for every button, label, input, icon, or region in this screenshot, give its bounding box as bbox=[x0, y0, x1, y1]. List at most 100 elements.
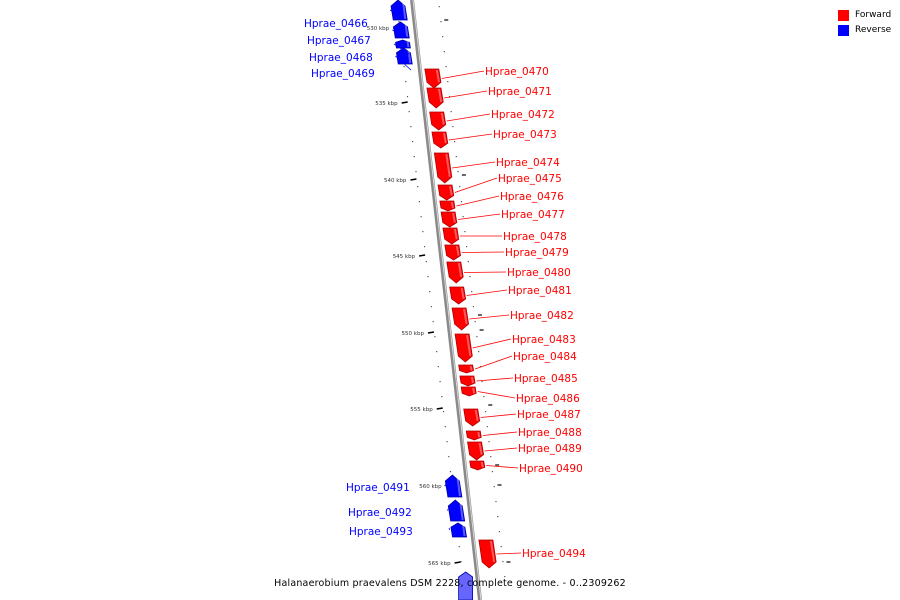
gene-label-Hprae_0477[interactable]: Hprae_0477 bbox=[501, 209, 565, 221]
scale-tick-mark bbox=[419, 254, 426, 257]
minor-tick bbox=[459, 186, 461, 188]
gene-label-Hprae_0488[interactable]: Hprae_0488 bbox=[518, 427, 582, 439]
gene-label-Hprae_0493[interactable]: Hprae_0493 bbox=[349, 526, 413, 538]
minor-tick bbox=[418, 201, 421, 203]
minor-tick bbox=[498, 531, 501, 533]
gene-highlight bbox=[402, 0, 407, 20]
gene-Hprae_0488[interactable] bbox=[465, 430, 482, 441]
gene-Hprae_0493[interactable] bbox=[450, 522, 468, 538]
minor-tick bbox=[467, 261, 469, 263]
minor-tick bbox=[410, 126, 412, 128]
gene-label-Hprae_0482[interactable]: Hprae_0482 bbox=[510, 310, 574, 322]
gene-Hprae_0492[interactable] bbox=[447, 499, 466, 522]
gene-Hprae_0490[interactable] bbox=[469, 460, 486, 471]
scale-tick-mark bbox=[401, 101, 408, 104]
gene-label-Hprae_0491[interactable]: Hprae_0491 bbox=[346, 482, 410, 494]
gene-highlight bbox=[461, 523, 466, 537]
minor-tick bbox=[448, 96, 451, 98]
gene-Hprae_0486[interactable] bbox=[460, 386, 477, 397]
gene-Hprae_0481[interactable] bbox=[449, 286, 467, 305]
label-leader-line bbox=[448, 527, 451, 531]
minor-tick bbox=[411, 141, 414, 143]
minor-tick bbox=[448, 456, 450, 458]
gene-Hprae_0471[interactable] bbox=[426, 87, 444, 109]
minor-tick bbox=[415, 171, 417, 173]
gene-label-Hprae_0471[interactable]: Hprae_0471 bbox=[488, 86, 552, 98]
gene-partial-bottom[interactable] bbox=[458, 571, 474, 600]
gene-label-Hprae_0494[interactable]: Hprae_0494 bbox=[522, 548, 586, 560]
gene-Hprae_0484[interactable] bbox=[458, 364, 475, 374]
minor-tick bbox=[430, 306, 433, 308]
gene-Hprae_0472[interactable] bbox=[429, 111, 447, 131]
minor-tick bbox=[427, 276, 429, 278]
gene-label-Hprae_0470[interactable]: Hprae_0470 bbox=[485, 66, 549, 78]
genome-backbone bbox=[410, 0, 482, 600]
gene-Hprae_0466[interactable] bbox=[390, 0, 408, 21]
gene-Hprae_0491[interactable] bbox=[444, 474, 463, 498]
label-leader-line bbox=[484, 447, 518, 452]
minor-tick bbox=[403, 66, 405, 68]
gene-label-Hprae_0479[interactable]: Hprae_0479 bbox=[505, 247, 569, 259]
minor-tick bbox=[413, 156, 415, 158]
minor-tick bbox=[398, 21, 400, 23]
gene-Hprae_0485[interactable] bbox=[459, 375, 476, 387]
label-leader-line bbox=[452, 161, 496, 169]
gene-label-Hprae_0474[interactable]: Hprae_0474 bbox=[496, 157, 560, 169]
gene-highlight bbox=[456, 475, 461, 497]
gene-highlight bbox=[452, 212, 456, 223]
gene-Hprae_0473[interactable] bbox=[431, 131, 449, 149]
minor-tick bbox=[493, 486, 495, 488]
gene-highlight bbox=[457, 262, 463, 278]
gene-label-Hprae_0489[interactable]: Hprae_0489 bbox=[518, 443, 582, 455]
gene-label-Hprae_0490[interactable]: Hprae_0490 bbox=[519, 463, 583, 475]
legend-forward-label: Forward bbox=[855, 10, 892, 20]
label-leader-line bbox=[464, 271, 507, 273]
gene-label-Hprae_0480[interactable]: Hprae_0480 bbox=[507, 267, 571, 279]
gene-label-Hprae_0478[interactable]: Hprae_0478 bbox=[503, 231, 567, 243]
gene-label-Hprae_0475[interactable]: Hprae_0475 bbox=[498, 173, 562, 185]
gene-Hprae_0487[interactable] bbox=[463, 408, 481, 427]
gene-Hprae_0467[interactable] bbox=[393, 21, 410, 39]
gene-label-Hprae_0467[interactable]: Hprae_0467 bbox=[307, 35, 371, 47]
gene-highlight bbox=[478, 442, 483, 455]
minor-tick bbox=[471, 291, 473, 293]
gene-label-Hprae_0483[interactable]: Hprae_0483 bbox=[512, 334, 576, 346]
gene-label-Hprae_0468[interactable]: Hprae_0468 bbox=[309, 52, 373, 64]
gene-label-Hprae_0485[interactable]: Hprae_0485 bbox=[514, 373, 578, 385]
gene-Hprae_0480[interactable] bbox=[446, 261, 464, 284]
gene-Hprae_0483[interactable] bbox=[454, 333, 473, 363]
gene-label-Hprae_0469[interactable]: Hprae_0469 bbox=[311, 68, 375, 80]
gene-Hprae_0474[interactable] bbox=[433, 152, 453, 184]
minor-tick bbox=[440, 21, 442, 23]
gene-label-Hprae_0492[interactable]: Hprae_0492 bbox=[348, 507, 412, 519]
minor-tick bbox=[457, 171, 459, 173]
gene-Hprae_0476[interactable] bbox=[439, 200, 456, 212]
gene-label-Hprae_0476[interactable]: Hprae_0476 bbox=[500, 191, 564, 203]
gene-Hprae_0470[interactable] bbox=[424, 68, 442, 89]
gene-label-Hprae_0487[interactable]: Hprae_0487 bbox=[517, 409, 581, 421]
gene-label-Hprae_0466[interactable]: Hprae_0466 bbox=[304, 18, 368, 30]
gene-highlight bbox=[435, 69, 440, 83]
gene-label-Hprae_0472[interactable]: Hprae_0472 bbox=[491, 109, 555, 121]
scale-tick-mark bbox=[436, 407, 443, 410]
minor-tick bbox=[453, 141, 456, 143]
minor-tick bbox=[481, 381, 483, 383]
scale-tick-mark bbox=[427, 331, 435, 334]
minor-tick bbox=[420, 216, 422, 218]
gene-Hprae_0478[interactable] bbox=[442, 227, 460, 245]
gene-Hprae_0482[interactable] bbox=[451, 307, 470, 331]
label-leader-line bbox=[486, 465, 519, 469]
gene-Hprae_0475[interactable] bbox=[437, 184, 455, 201]
gene-highlight bbox=[455, 245, 460, 256]
gene-Hprae_0494[interactable] bbox=[478, 539, 497, 569]
gene-Hprae_0479[interactable] bbox=[444, 244, 462, 261]
gene-label-Hprae_0484[interactable]: Hprae_0484 bbox=[513, 351, 577, 363]
gene-Hprae_0477[interactable] bbox=[440, 211, 458, 228]
scale-tick-label: 555 kbp bbox=[410, 407, 433, 413]
gene-label-Hprae_0486[interactable]: Hprae_0486 bbox=[516, 393, 580, 405]
gene-Hprae_0489[interactable] bbox=[467, 441, 485, 461]
gene-label-Hprae_0481[interactable]: Hprae_0481 bbox=[508, 285, 572, 297]
gene-label-Hprae_0473[interactable]: Hprae_0473 bbox=[493, 129, 557, 141]
label-leader-line bbox=[395, 55, 412, 71]
gene-highlight bbox=[404, 22, 409, 38]
